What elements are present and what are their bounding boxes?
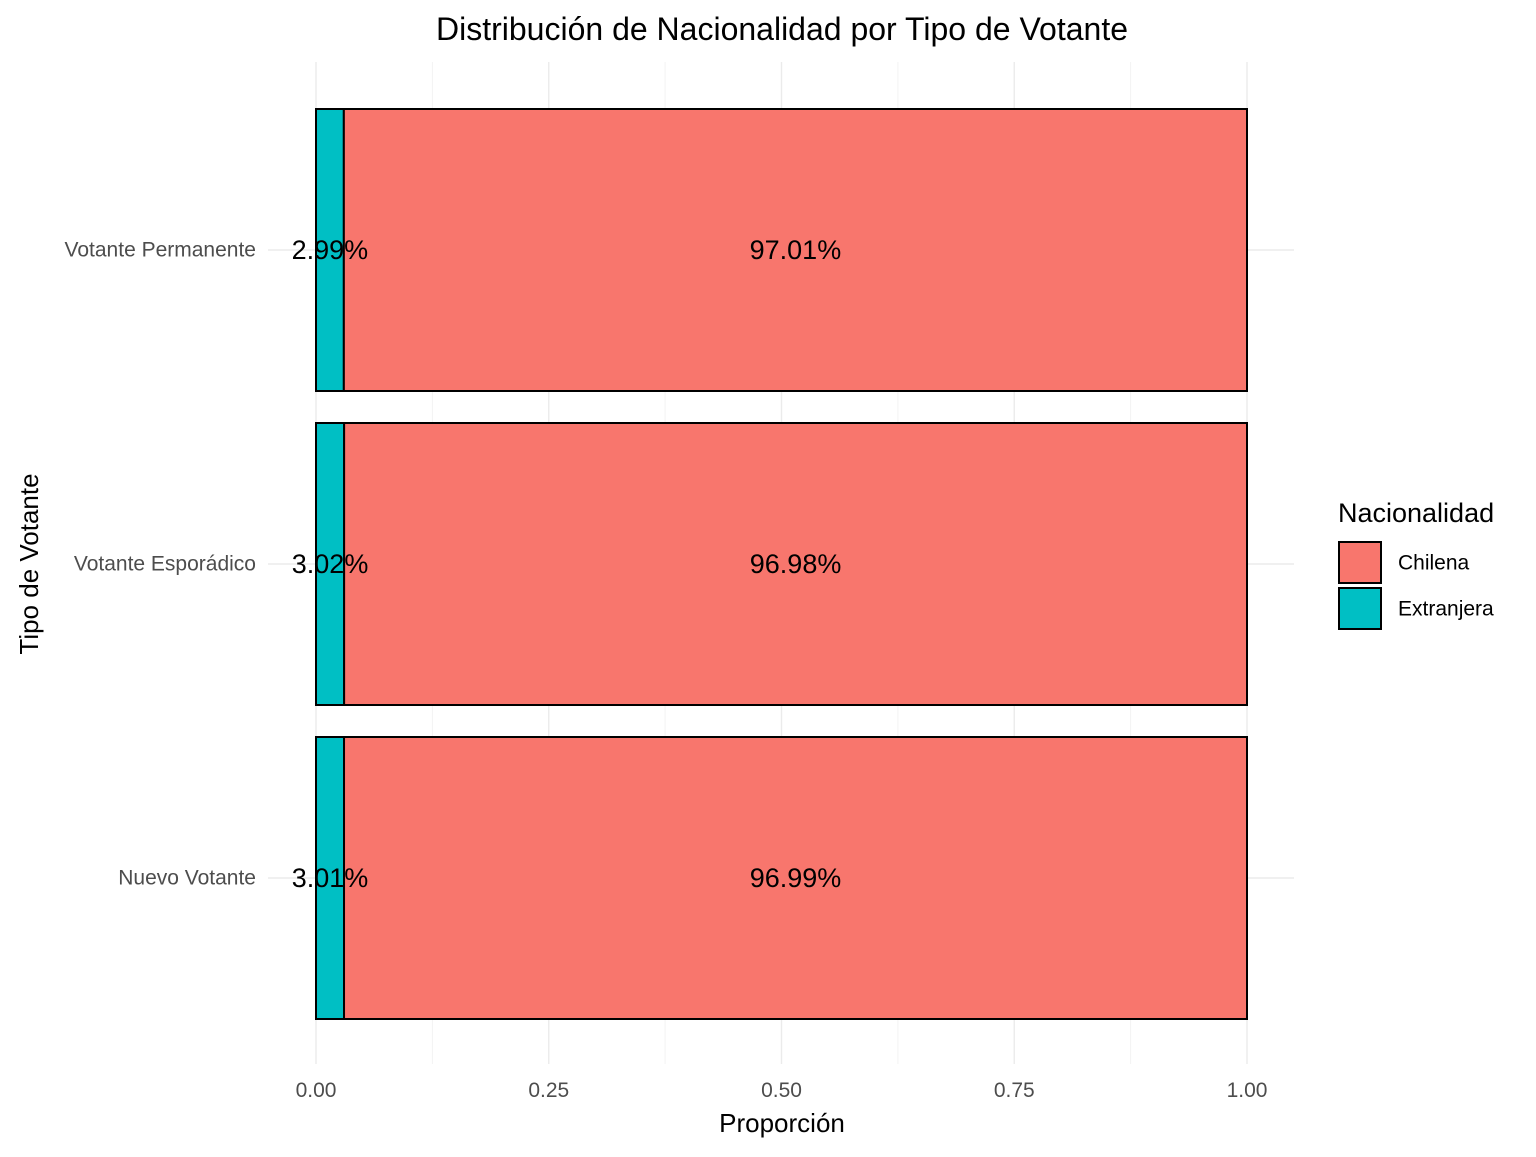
- bar-segment-extranjera: [315, 422, 346, 706]
- bar-data-label: 3.02%: [292, 549, 369, 579]
- legend-label-chilena: Chilena: [1398, 552, 1470, 575]
- bar-data-label: 2.99%: [292, 235, 369, 265]
- legend-items: Chilena Extranjera: [1338, 541, 1494, 630]
- chart-title: Distribución de Nacionalidad por Tipo de…: [436, 11, 1128, 47]
- bar-data-label: 3.01%: [292, 863, 369, 893]
- bar-labels-layer: 2.99% 97.01% 3.02% 96.98% 3.01% 96.99%: [292, 235, 842, 893]
- bars-layer: [315, 108, 1249, 1020]
- y-axis-title: Tipo de Votante: [14, 473, 44, 654]
- legend-swatch-chilena: [1338, 541, 1382, 584]
- x-tick-label: 0.00: [296, 1079, 337, 1102]
- legend: Nacionalidad Chilena Extranjera: [1338, 498, 1494, 630]
- bar-data-label: 96.99%: [750, 863, 842, 893]
- bar-segment-extranjera: [315, 736, 346, 1020]
- bar-data-label: 97.01%: [750, 235, 842, 265]
- axes-layer: Votante Permanente Votante Esporádico Nuev…: [65, 239, 1268, 1103]
- bar-segment-extranjera: [315, 108, 345, 392]
- bar-segment-chilena: [343, 422, 1248, 706]
- bar-segment-chilena: [343, 736, 1249, 1020]
- legend-label-extranjera: Extranjera: [1398, 598, 1494, 621]
- y-tick-label: Nuevo Votante: [118, 867, 256, 890]
- bar-data-label: 96.98%: [750, 549, 842, 579]
- x-tick-label: 0.50: [761, 1079, 802, 1102]
- legend-title: Nacionalidad: [1338, 498, 1494, 528]
- x-axis-title: Proporción: [719, 1108, 845, 1138]
- x-tick-label: 0.75: [994, 1079, 1035, 1102]
- legend-swatch-extranjera: [1338, 587, 1382, 630]
- y-tick-label: Votante Permanente: [65, 239, 256, 262]
- x-tick-label: 1.00: [1227, 1079, 1268, 1102]
- y-tick-label: Votante Esporádico: [74, 553, 256, 576]
- bar-segment-chilena: [342, 108, 1248, 392]
- x-tick-label: 0.25: [528, 1079, 569, 1102]
